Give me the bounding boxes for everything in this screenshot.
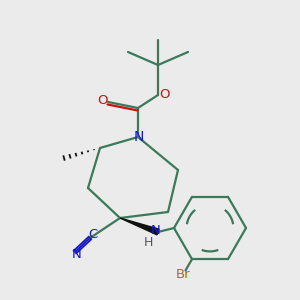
Text: N: N (134, 130, 144, 144)
Text: N: N (72, 248, 82, 260)
Text: Br: Br (176, 268, 190, 281)
Text: O: O (159, 88, 169, 100)
Text: H: H (143, 236, 153, 248)
Text: O: O (97, 94, 107, 107)
Polygon shape (120, 218, 159, 235)
Text: C: C (88, 229, 98, 242)
Text: N: N (151, 224, 161, 238)
